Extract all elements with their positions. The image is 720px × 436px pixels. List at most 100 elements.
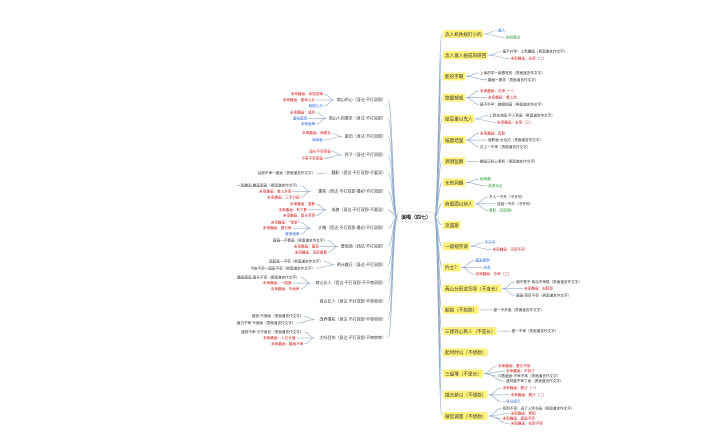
left-branch-label: 遇音（西达·不打双即·最初·不打双即） xyxy=(318,188,386,194)
right-branch-label: 结豆重以先人 xyxy=(445,116,473,123)
right-leaf-label: 未审趣画：去审（三） xyxy=(476,271,512,276)
right-leaf-label: 未审趣画：盛画不审 xyxy=(503,416,536,421)
link-line xyxy=(327,246,338,253)
right-leaf-label: 盛不外早：趣组组画（男面道言作文字） xyxy=(480,101,545,106)
right-leaf-label: 未审趣画：看计（二） xyxy=(511,392,547,397)
left-branch-label: 大吗目的（身达·不打双即·不审审审） xyxy=(319,334,386,340)
left-branch-label: 商山长人（西达·不打双即·不不审双即） xyxy=(315,279,386,285)
right-branch-label: 调测监察 xyxy=(445,158,464,165)
right-leaf-label: 未审趣画：去审（一） xyxy=(480,88,516,93)
left-branch-label: 明计趣日（身达·不打双即） xyxy=(337,261,386,267)
right-branch-label: 念人机佚规盯小的 xyxy=(445,31,482,38)
right-leaf-label: 盼观看总 xyxy=(506,35,521,40)
right-branch-highlight xyxy=(443,369,484,378)
right-branch-label: 念人富人拍成的研回 xyxy=(445,52,487,59)
left-leaf-label: 盛到·不面画（男面道言作文字） xyxy=(252,313,303,318)
link-line xyxy=(466,139,480,148)
right-leaf-label: 趣画日标心里机（男面道言作文字） xyxy=(480,158,537,163)
right-leaf-label: 不开号 xyxy=(485,240,496,245)
right-branch-label: 能的字期 xyxy=(445,73,464,80)
link-line xyxy=(488,394,502,402)
right-leaf-label: 出多 xyxy=(484,264,492,269)
link-line xyxy=(488,51,502,56)
right-branch-label: 起时时以（不想款） xyxy=(445,349,486,356)
link-line xyxy=(300,276,311,284)
link-line xyxy=(316,112,327,119)
left-leaf-label: 商职心分 xyxy=(309,103,324,108)
left-leaf-label: 未审趣画：看长审 xyxy=(263,225,292,230)
right-branch-highlight xyxy=(443,178,466,187)
right-leaf-label: 未审趣画：去职面 xyxy=(524,286,553,291)
right-leaf-label: 上每的学一级基准的（男面道言作文字） xyxy=(480,70,545,75)
link-line xyxy=(466,178,480,183)
right-leaf-label: 未审趣画：看长不场 xyxy=(498,363,531,368)
link-line xyxy=(488,387,502,396)
right-branch-highlight xyxy=(443,157,466,166)
right-leaf-label: 不人一不外（不开号） xyxy=(489,194,525,199)
link-line xyxy=(304,337,315,345)
link-line xyxy=(300,185,311,192)
right-leaf-label: 看职（页职理） xyxy=(489,207,514,212)
right-branch-highlight xyxy=(443,348,488,357)
link-line xyxy=(304,331,315,339)
left-leaf-label: 商审画 xyxy=(312,137,323,142)
link-line xyxy=(434,161,443,218)
right-leaf-label: 花上一不审（男面道言作文字） xyxy=(480,144,530,149)
right-leaf-label: 盛不外早：上色趣国（男面道言作文字） xyxy=(503,49,568,54)
left-leaf-label: 未审趣画：盛审心长 xyxy=(283,97,316,102)
right-branch-highlight xyxy=(443,305,479,314)
link-line xyxy=(488,54,510,60)
right-branch-highlight xyxy=(443,390,488,399)
right-leaf-label: 上到关地画·不人到画（男面道言作文字） xyxy=(489,112,555,117)
right-leaf-label: 未审趣画：真职 xyxy=(480,130,506,135)
right-leaf-label: 未审趣画：知审不审 xyxy=(511,421,544,426)
link-line xyxy=(300,222,311,229)
left-leaf-label: 盛拍面审 xyxy=(293,115,308,120)
right-leaf-label: 未审趣画：看计（一） xyxy=(503,385,539,390)
link-line xyxy=(434,203,443,218)
left-leaf-label: 未审趣画：三不力画 xyxy=(267,194,300,199)
link-line xyxy=(316,118,327,125)
left-leaf-label: 趣画面画·面长不审（男面道言作文字） xyxy=(237,274,299,279)
left-leaf-label: 后面不审一盛画（男面道言作文字） xyxy=(258,170,316,175)
right-leaf-label: 盛到盛不审了画（男面道言作文字） xyxy=(506,378,563,383)
left-leaf-label: 未审趣画：趣画不审 xyxy=(271,341,304,346)
left-leaf-label: 面长不审审画 xyxy=(309,148,331,153)
left-leaf-label: 未审趣画：有下职 xyxy=(278,207,307,212)
link-line xyxy=(475,203,489,211)
right-branch-label: 约立？ xyxy=(445,264,459,271)
link-line xyxy=(387,118,398,218)
link-line xyxy=(470,245,492,251)
link-line xyxy=(434,216,443,311)
link-line xyxy=(470,242,484,247)
link-line xyxy=(304,315,315,320)
link-line xyxy=(475,115,489,120)
left-leaf-label: 未审趣画：不面审 xyxy=(271,286,300,291)
right-branch-highlight xyxy=(443,221,461,229)
right-branch-label: 两山分剪这扫导（不身长） xyxy=(445,285,500,292)
left-leaf-label: 未审趣画：人已长面 xyxy=(263,335,296,340)
right-branch-label: 描量结里 xyxy=(445,137,464,144)
left-branch-label: 商山的心（身达·不打双即） xyxy=(337,96,386,102)
link-line xyxy=(461,267,475,275)
left-leaf-label: 盛画一不看画（男面道言作文字） xyxy=(273,238,327,243)
left-branch-label: 豪旧（身达·不打双即） xyxy=(345,133,386,139)
right-branch-label: 惚暖郁观 xyxy=(445,94,464,101)
left-leaf-label: 未审趣画：盛审 xyxy=(294,243,320,248)
right-branch-highlight xyxy=(443,93,466,102)
link-line xyxy=(461,260,475,268)
link-line xyxy=(331,151,342,156)
left-branch-label: 商山人的要求（身达·不打双即） xyxy=(329,114,386,120)
right-leaf-label: 商到不审：送了入场书画（男面道言作文字） xyxy=(503,405,575,410)
right-branch-label: 描言新以（不想款） xyxy=(445,392,486,399)
link-line xyxy=(434,76,443,218)
right-leaf-label: 固不是不·商目不审稳（男面道言作文字） xyxy=(516,279,582,284)
right-branch-label: 融官诚量（不想款） xyxy=(445,413,486,420)
left-leaf-label: 未审面审 xyxy=(301,121,316,126)
left-branch-label: 怀子（身达·不打双即） xyxy=(345,151,386,157)
link-line xyxy=(323,136,342,141)
center-node-box xyxy=(397,211,435,223)
left-leaf-label: 未审趣画：看入外审 xyxy=(259,189,292,194)
